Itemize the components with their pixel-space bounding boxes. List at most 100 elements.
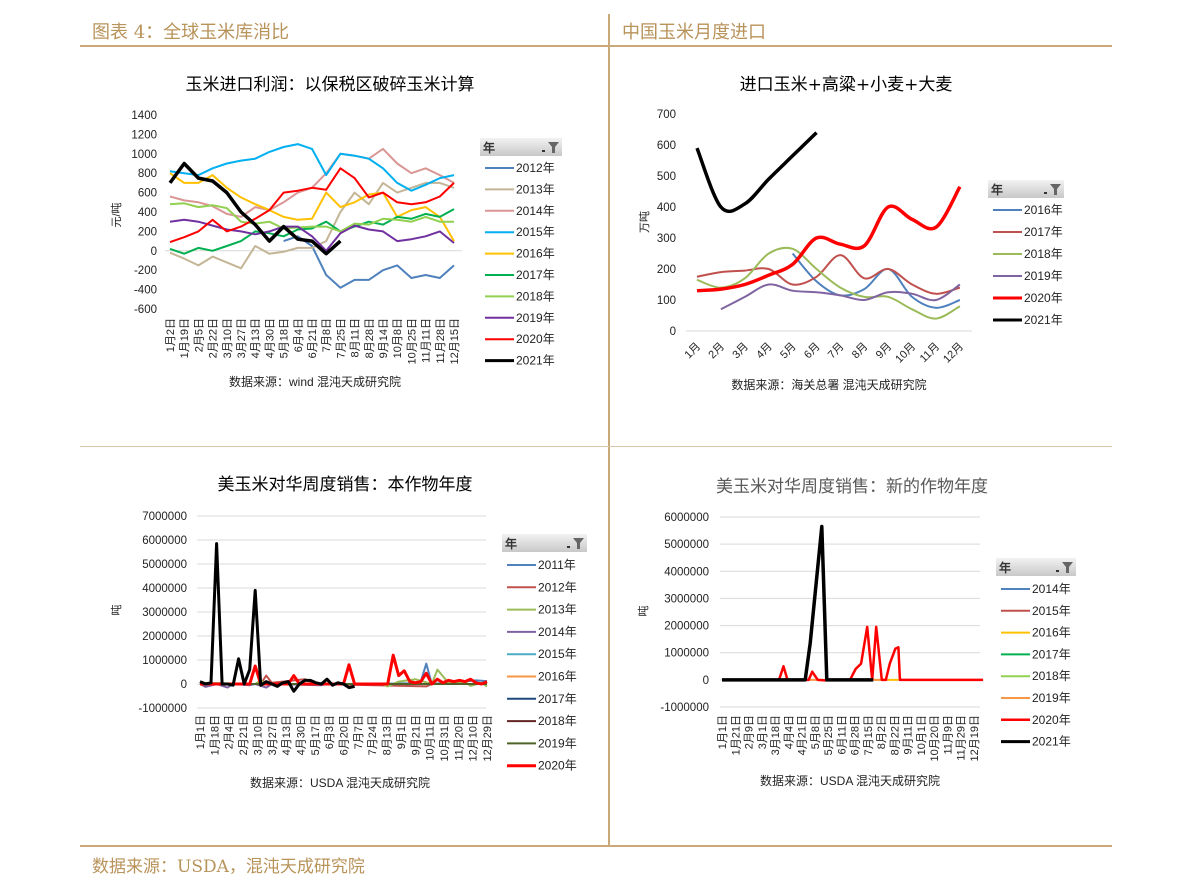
legend-entry: 2013年: [538, 603, 577, 617]
legend-entry: 2016年: [1024, 203, 1063, 217]
x-tick-label: 12月19日: [969, 715, 981, 761]
x-tick-label: 5月8日: [810, 715, 822, 749]
x-tick-label: 5月17日: [310, 715, 322, 755]
x-tick-label: 1月21日: [730, 715, 742, 755]
x-tick-label: 1月1日: [717, 715, 729, 749]
x-tick-label: 9月14日: [378, 318, 390, 358]
legend-filter-header[interactable]: [480, 138, 562, 156]
x-tick-label: 2月22日: [208, 318, 220, 358]
y-axis-label: 万吨: [638, 211, 651, 233]
legend-entry: 2019年: [538, 736, 577, 750]
series-line-2017年: [696, 254, 961, 295]
filter-icon[interactable]: [1050, 184, 1061, 195]
y-tick-label: 100: [657, 295, 676, 307]
x-tick-label: 5月25日: [823, 715, 835, 755]
legend-entry: 2017年: [516, 268, 555, 282]
x-tick-label: 4月: [754, 341, 775, 362]
x-tick-label: 12月10日: [468, 715, 480, 761]
chart-title: 美玉米对华周度销售：新的作物年度: [716, 477, 988, 497]
x-tick-label: 7月25日: [335, 318, 347, 358]
legend-entry: 2021年: [516, 354, 555, 368]
legend-entry: 2018年: [1024, 247, 1063, 261]
y-tick-label: 0: [151, 246, 157, 258]
y-tick-label: 600: [138, 188, 157, 200]
x-tick-label: 8月22日: [889, 715, 901, 755]
chart-title: 玉米进口利润：以保税区破碎玉米计算: [186, 75, 475, 95]
x-tick-label: 6月4日: [293, 318, 305, 352]
y-tick-label: 300: [657, 233, 676, 245]
x-tick-label: 6月3日: [324, 715, 336, 749]
legend-entry: 2021年: [1032, 735, 1071, 749]
x-tick-label: 7月: [826, 341, 847, 362]
x-tick-label: 4月30日: [264, 318, 276, 358]
x-tick-label: 2月9日: [744, 715, 756, 749]
series-line-2016年: [791, 252, 961, 309]
series-line-2020年: [722, 625, 984, 682]
legend-entry: 2017年: [538, 692, 577, 706]
legend-entry: 2012年: [538, 580, 577, 594]
legend-title: 年: [991, 182, 1003, 197]
dropdown-arrow-icon: [1044, 192, 1047, 194]
legend-entry: 2014年: [538, 625, 577, 639]
chart-source: 数据来源：wind 混沌天成研究院: [229, 374, 401, 389]
x-tick-label: 2月: [706, 341, 727, 362]
x-tick-label: 9月1日: [396, 715, 408, 749]
y-tick-label: 2000000: [664, 621, 709, 633]
x-tick-label: 1月2日: [165, 318, 177, 352]
y-tick-label: 500: [657, 171, 676, 183]
series-line-2012年: [283, 235, 455, 289]
x-tick-label: 11月: [918, 341, 942, 365]
x-tick-label: 12月29日: [482, 715, 494, 761]
filter-icon[interactable]: [548, 142, 559, 153]
legend-entry: 2015年: [516, 225, 555, 239]
footer-source: 数据来源：USDA，混沌天成研究院: [92, 857, 365, 877]
x-tick-label: 4月13日: [281, 715, 293, 755]
y-tick-label: 5000000: [142, 559, 187, 571]
x-tick-label: 10月8日: [392, 318, 404, 358]
legend-entry: 2016年: [516, 247, 555, 261]
x-tick-label: 10月25日: [406, 318, 418, 364]
y-tick-label: 4000000: [664, 566, 709, 578]
x-tick-label: 1月19日: [179, 318, 191, 358]
x-tick-label: 7月24日: [367, 715, 379, 755]
legend-entry: 2016年: [1032, 626, 1071, 640]
legend-entry: 2019年: [516, 311, 555, 325]
x-tick-label: 9月11日: [903, 715, 915, 755]
x-tick-label: 6月28日: [850, 715, 862, 755]
y-tick-label: 0: [703, 675, 709, 687]
legend-entry: 2020年: [538, 759, 577, 773]
legend-title: 年: [999, 560, 1011, 575]
series-line-2020年: [200, 653, 488, 686]
x-tick-label: 3月27日: [267, 715, 279, 755]
legend-title: 年: [483, 140, 495, 155]
x-tick-label: 1月1日: [195, 715, 207, 749]
right-section-title: 中国玉米月度进口: [622, 22, 766, 43]
legend-entry: 2011年: [538, 558, 576, 572]
y-tick-label: 0: [181, 679, 187, 691]
x-tick-label: 4月13日: [250, 318, 262, 358]
x-tick-label: 2月4日: [224, 715, 236, 749]
x-tick-label: 5月18日: [279, 318, 291, 358]
legend-entry: 2017年: [1024, 225, 1063, 239]
x-tick-label: 3月27日: [236, 318, 248, 358]
x-tick-label: 8月28日: [364, 318, 376, 358]
legend-filter-header[interactable]: [502, 534, 587, 552]
header-divider: [80, 45, 1112, 47]
series-line-2012年: [200, 674, 487, 688]
x-tick-label: 12月: [941, 341, 966, 366]
filter-icon[interactable]: [573, 538, 584, 549]
chart-source: 数据来源：USDA 混沌天成研究院: [760, 773, 940, 788]
filter-icon[interactable]: [1062, 562, 1073, 573]
legend-entry: 2020年: [1032, 713, 1071, 727]
legend-entry: 2018年: [1032, 669, 1071, 683]
y-tick-label: 3000000: [142, 607, 187, 619]
x-tick-label: 4月21日: [797, 715, 809, 755]
y-tick-label: 1000: [131, 149, 157, 161]
series-line-2021年: [722, 524, 874, 682]
series-line-2021年: [168, 161, 342, 256]
legend-entry: 2014年: [1032, 582, 1071, 596]
x-tick-label: 8月13日: [382, 715, 394, 755]
x-tick-label: 10月20日: [929, 715, 941, 761]
legend: 年 2014年 2015年 2016年 2017年 2018年 2019年 2020年 2021…: [996, 558, 1076, 749]
